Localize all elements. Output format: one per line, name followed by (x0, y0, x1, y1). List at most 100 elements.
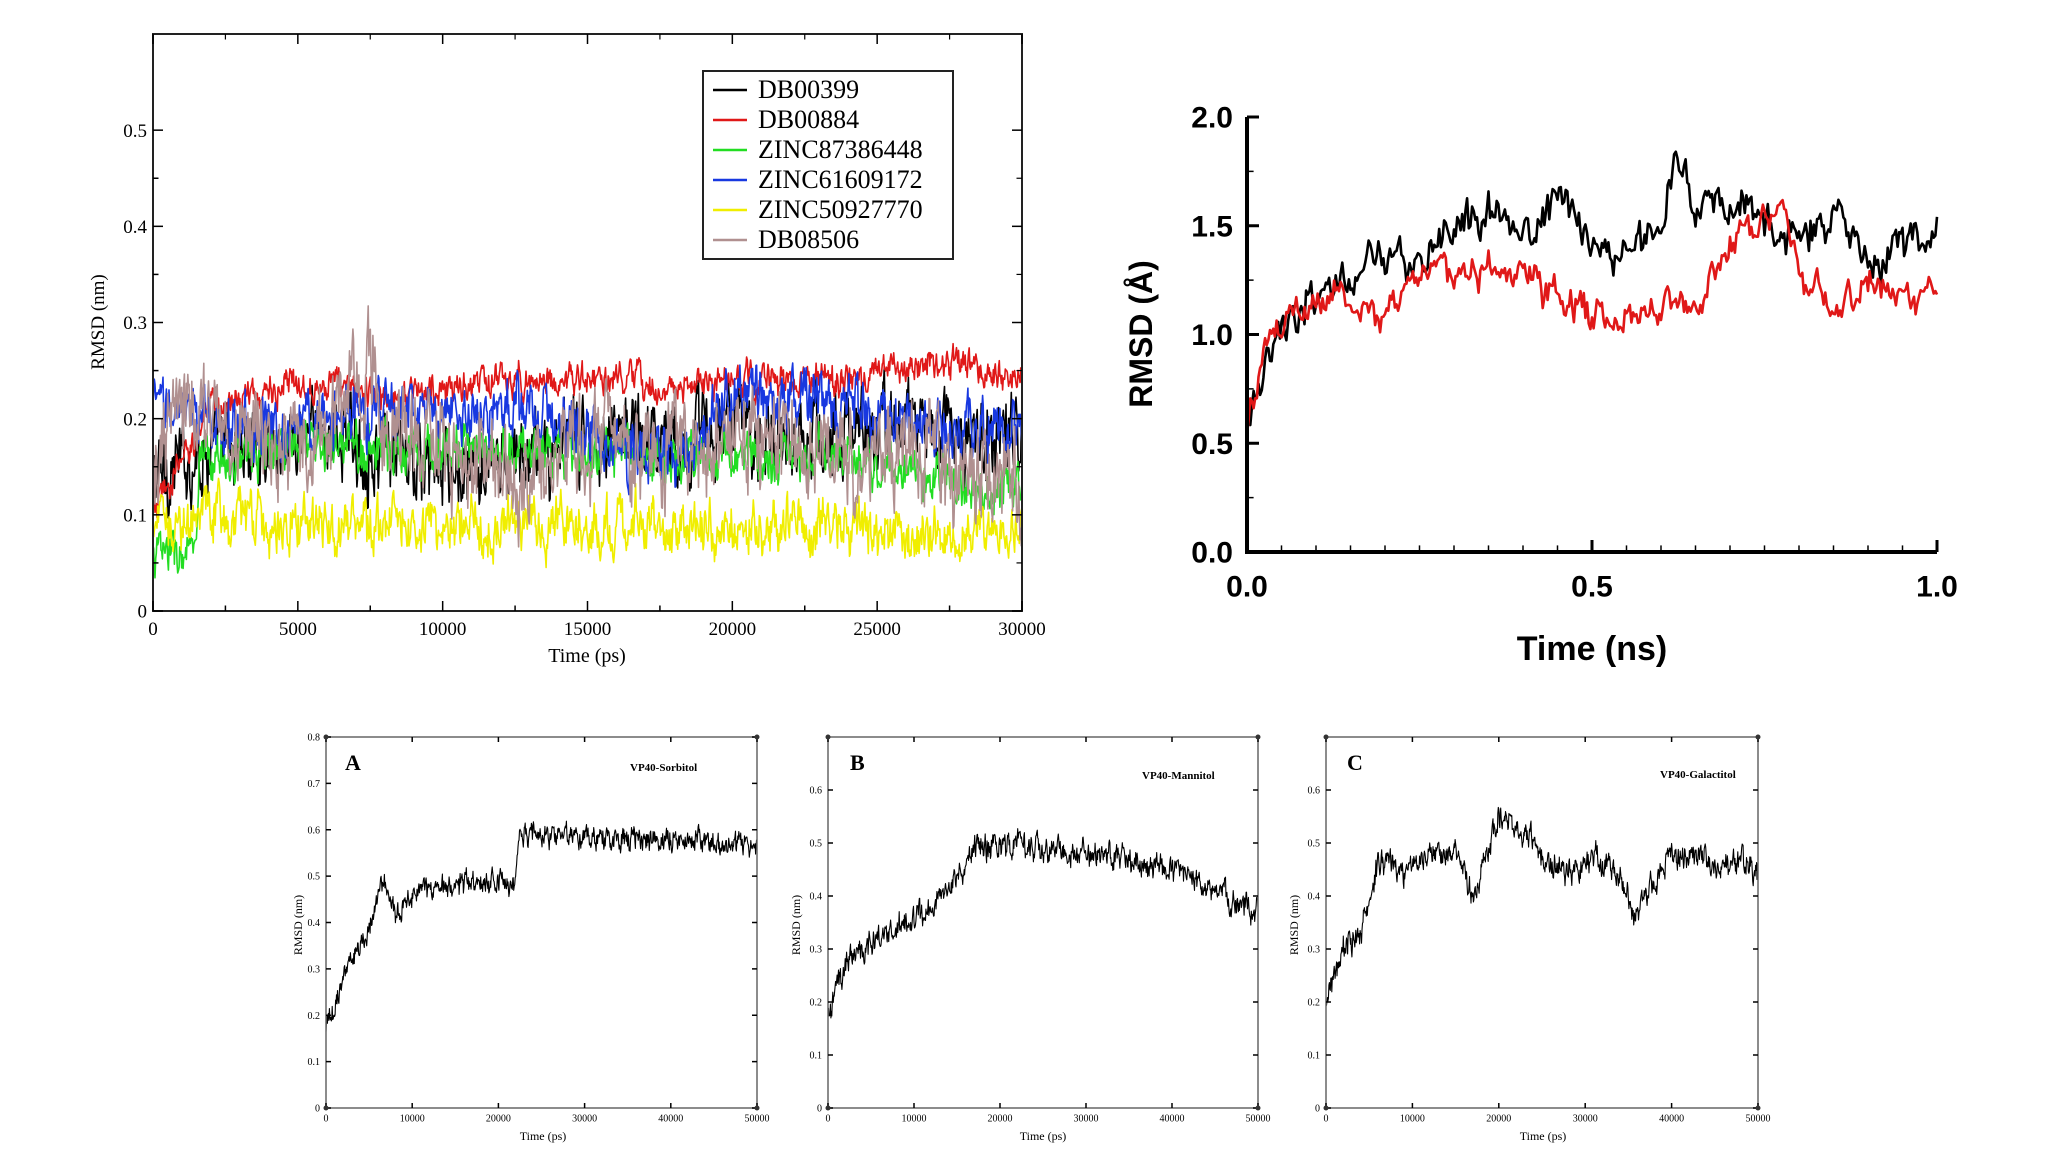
x-tick-label: 30000 (572, 1114, 597, 1125)
x-tick-label: 20000 (1486, 1114, 1511, 1125)
chart-panel-ligand-rmsd: 0 5000 10000 15000 20000 25000 30000 0 0.1 0.2 0.3… (88, 33, 1046, 667)
legend-box (702, 70, 954, 260)
plot-area (325, 820, 758, 1032)
series-line-vp40-sorbitol (325, 820, 758, 1032)
x-tick-label: 20000 (486, 1114, 511, 1125)
y-tick-label: 0.6 (810, 786, 823, 797)
y-tick-label: 0.2 (1308, 998, 1321, 1009)
x-tick-label: 0.5 (1571, 571, 1613, 604)
y-tick-label: 0.5 (1308, 839, 1321, 850)
y-tick-label: 0.5 (810, 839, 823, 850)
panel-label: A (345, 750, 361, 775)
axes-frame (827, 736, 1259, 1109)
y-tick-label: 0 (138, 602, 148, 623)
axis-ticks: 0 10000 20000 30000 40000 50000 0 0.1 0.2 0.3 0.4 0… (308, 733, 770, 1125)
axes-frame (325, 736, 758, 1109)
x-tick-label: 1.0 (1916, 571, 1958, 604)
x-tick-label: 40000 (1160, 1114, 1185, 1125)
x-tick-label: 25000 (853, 619, 901, 640)
frame-corner-dot (1255, 1105, 1261, 1111)
x-tick-label: 40000 (658, 1114, 683, 1125)
x-tick-label: 50000 (1746, 1114, 1771, 1125)
y-tick-label: 0.3 (1308, 945, 1321, 956)
legend-label: DB00884 (758, 105, 859, 134)
plot-area (1325, 806, 1759, 1007)
series-line-zinc50927770 (152, 477, 1023, 569)
series-annotation: VP40-Mannitol (1142, 770, 1215, 782)
y-tick-label: 0.6 (1308, 786, 1321, 797)
x-tick-label: 10000 (400, 1114, 425, 1125)
x-axis-label: Time (ns) (1517, 630, 1668, 668)
x-tick-label: 10000 (1400, 1114, 1425, 1125)
frame-corner-dot (1323, 734, 1329, 740)
x-tick-label: 10000 (902, 1114, 927, 1125)
x-tick-label: 20000 (988, 1114, 1013, 1125)
frame-corner-dot (323, 734, 329, 740)
y-tick-label: 0.1 (1308, 1051, 1321, 1062)
y-tick-label: 0.0 (1191, 537, 1233, 570)
x-tick-label: 5000 (279, 619, 317, 640)
legend-label: DB00399 (758, 75, 859, 104)
frame-corner-dot (754, 1105, 760, 1111)
frame-corner-dot (1755, 734, 1761, 740)
y-tick-label: 0 (315, 1104, 320, 1115)
y-tick-label: 0.4 (810, 892, 823, 903)
axis-ticks: 0 10000 20000 30000 40000 50000 0 0.1 0.2 0.3 0.4 0… (1308, 734, 1771, 1125)
y-tick-label: 0.8 (308, 733, 321, 744)
x-tick-label: 30000 (998, 619, 1046, 640)
x-tick-label: 10000 (419, 619, 467, 640)
legend-label: ZINC61609172 (758, 165, 923, 194)
legend-label: DB08506 (758, 225, 859, 254)
legend: DB00399DB00884ZINC87386448ZINC61609172ZI… (702, 70, 954, 260)
y-tick-label: 0.4 (123, 217, 147, 238)
y-axis-label: RMSD (Å) (1123, 260, 1159, 408)
x-axis-label: Time (ps) (548, 645, 626, 667)
y-tick-label: 0.5 (308, 872, 321, 883)
y-tick-label: 0.7 (308, 779, 321, 790)
axis-ticks: 0 10000 20000 30000 40000 50000 0 0.1 0.2 0.3 0.4 0… (810, 734, 1271, 1125)
plot-area (827, 828, 1259, 1019)
x-axis-label: Time (ps) (1020, 1129, 1067, 1143)
series-line-zinc61609172 (152, 362, 1023, 496)
y-tick-label: 0 (817, 1104, 822, 1115)
series-annotation: VP40-Sorbitol (630, 762, 697, 774)
chart-panel-b: 0 10000 20000 30000 40000 50000 0 0.1 0.2 0.3 0.4 0… (789, 734, 1271, 1143)
y-tick-label: 0.5 (123, 121, 147, 142)
chart-panel-protein-rmsd: 0.0 0.5 1.0 0.0 0.5 1.0 1.5 2.0 Time (ns) RMSD … (1123, 102, 1958, 669)
chart-panel-a: 0 10000 20000 30000 40000 50000 0 0.1 0.2 0.3 0.4 0… (291, 733, 770, 1144)
chart-panel-c: 0 10000 20000 30000 40000 50000 0 0.1 0.2 0.3 0.4 0… (1287, 734, 1771, 1143)
x-tick-label: 50000 (745, 1114, 770, 1125)
series-annotation: VP40-Galactitol (1660, 769, 1736, 781)
y-tick-label: 0.3 (123, 313, 147, 334)
frame-corner-dot (1255, 734, 1261, 740)
x-tick-label: 0 (826, 1114, 831, 1125)
frame-corner-dot (1755, 1105, 1761, 1111)
x-tick-label: 0 (324, 1114, 329, 1125)
series-line-black (1246, 150, 1939, 427)
y-tick-label: 2.0 (1191, 102, 1233, 135)
frame-corner-dot (825, 1105, 831, 1111)
plot-area (152, 305, 1023, 579)
x-tick-label: 0 (148, 619, 158, 640)
x-tick-label: 0 (1324, 1114, 1329, 1125)
legend-label: ZINC50927770 (758, 195, 923, 224)
x-axis-label: Time (ps) (520, 1129, 567, 1143)
y-tick-label: 1.5 (1191, 210, 1233, 243)
y-tick-label: 0.4 (1308, 892, 1321, 903)
y-tick-label: 0.2 (308, 1011, 321, 1022)
panel-label: B (850, 750, 865, 775)
x-tick-label: 50000 (1246, 1114, 1271, 1125)
x-tick-label: 20000 (709, 619, 757, 640)
plot-area (1245, 150, 1939, 434)
y-tick-label: 0.2 (810, 998, 823, 1009)
frame-corner-dot (825, 734, 831, 740)
y-tick-label: 0.2 (123, 409, 147, 430)
y-axis-label: RMSD (nm) (1287, 895, 1301, 955)
y-tick-label: 0.3 (308, 964, 321, 975)
frame-corner-dot (1323, 1105, 1329, 1111)
y-tick-label: 0.1 (123, 505, 147, 526)
y-tick-label: 0.4 (308, 918, 321, 929)
series-line-vp40-mannitol (827, 828, 1259, 1019)
y-tick-label: 0.3 (810, 945, 823, 956)
x-tick-label: 15000 (564, 619, 612, 640)
